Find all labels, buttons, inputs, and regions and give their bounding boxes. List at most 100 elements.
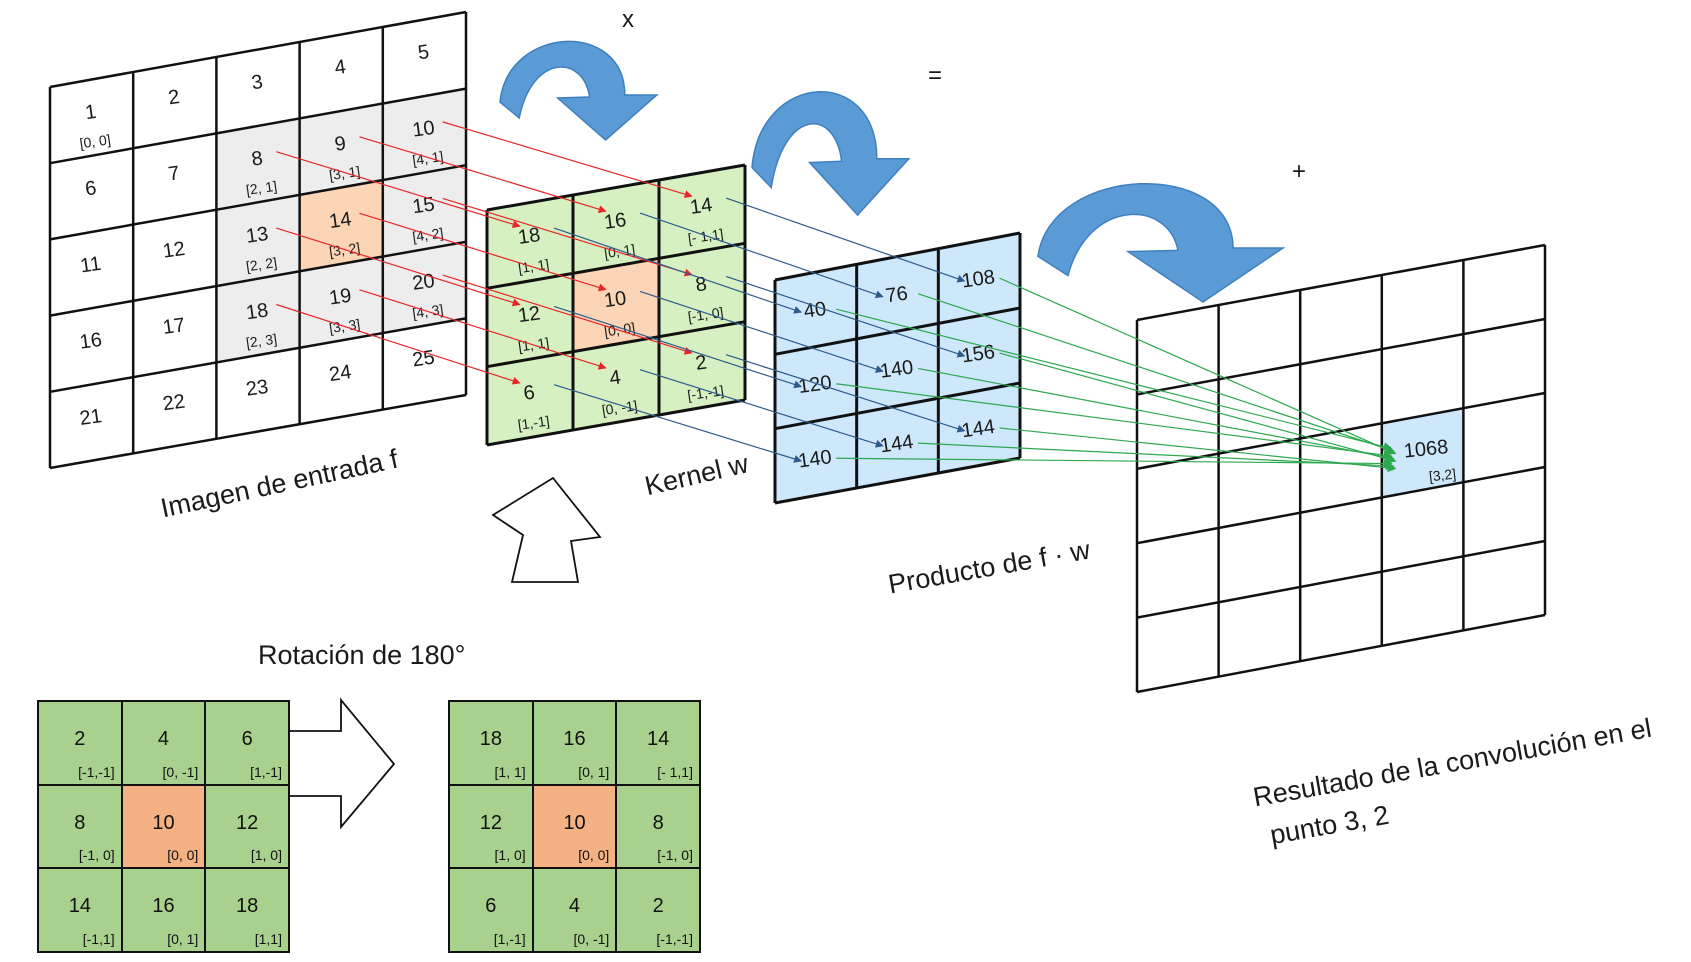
input-coord: [4, 1]: [411, 148, 444, 168]
product-value: 40: [802, 298, 827, 323]
result-cell-bg: [1218, 586, 1301, 677]
input-grid-line: [49, 393, 467, 470]
input-cell-bg: [216, 118, 300, 210]
kernel-value: 4: [608, 366, 622, 389]
product-grid-line: [774, 381, 1021, 431]
input-grid-line: [49, 317, 467, 394]
result-cell-bg: [1463, 319, 1545, 409]
green-connector-arrow: [917, 367, 1395, 462]
product-value: 140: [879, 356, 915, 382]
kernel-grid-line: [486, 320, 746, 369]
kernel-before-coord: [0, 0]: [167, 847, 199, 864]
blue-connector-arrow: [553, 305, 803, 389]
kernel-after-value: 2: [652, 895, 664, 918]
kernel-value: 12: [517, 302, 542, 327]
input-value: 8: [250, 147, 264, 170]
kernel-before-value: 18: [236, 895, 259, 918]
blue-connector-arrow: [639, 290, 884, 373]
kernel-value: 14: [689, 194, 714, 219]
kernel-coord: [0, 0]: [603, 319, 636, 339]
input-cell-bg: [299, 256, 383, 348]
input-value: 19: [328, 285, 353, 310]
red-connector-arrow: [276, 227, 521, 307]
product-value: 144: [960, 416, 996, 442]
kernel-cell-bg: [659, 243, 745, 337]
result-cell-bg: [1137, 602, 1219, 692]
red-connector-arrow: [359, 289, 607, 370]
input-value: 7: [167, 162, 181, 185]
input-cell-bg: [299, 27, 383, 119]
kernel-value: 6: [522, 381, 536, 404]
kernel-before-coord: [-1,1]: [82, 930, 115, 947]
input-cell-bg: [50, 300, 134, 392]
product-value: 120: [797, 372, 833, 398]
product-value: 76: [884, 282, 909, 307]
input-cell-bg: [299, 333, 383, 425]
kernel-after-cell: 14 [- 1,1]: [616, 701, 700, 785]
result-grid-line: [1136, 613, 1546, 694]
kernel-after-cell: 12 [1, 0]: [449, 784, 533, 869]
kernel-before-cell: 2 [-1,-1]: [38, 701, 122, 785]
input-value: 10: [411, 117, 436, 142]
result-grid-line: [1136, 465, 1546, 545]
input-value: 9: [333, 132, 347, 155]
kernel-after-value: 14: [647, 728, 670, 750]
kernel-before-cell: 10 [0, 0]: [121, 784, 206, 869]
input-grid-line: [49, 240, 467, 317]
product-cell-bg: [775, 413, 857, 503]
red-connector-arrow: [359, 136, 607, 214]
kernel-after-rotation: 18 [1, 1] 16 [0, 1] 14 [- 1,1] 12 [1, 0] 10 [0, 0…: [448, 700, 701, 953]
input-value: 6: [84, 177, 98, 200]
equals-symbol: =: [928, 62, 943, 89]
result-grid-line: [1136, 317, 1546, 396]
product-cell-bg: [775, 264, 857, 355]
kernel-before-cell: 12 [1, 0]: [205, 784, 289, 869]
blue-connector-arrow: [725, 275, 966, 358]
input-value: 23: [245, 376, 270, 401]
kernel-before-value: 14: [68, 895, 91, 918]
product-value: 108: [960, 266, 996, 292]
kernel-after-coord: [-1,-1]: [656, 930, 693, 947]
result-cell-bg: [1463, 467, 1545, 557]
multiply-curved-arrow: [499, 40, 659, 141]
operation-arrows: [287, 40, 1286, 830]
kernel-value: 16: [603, 209, 628, 234]
kernel-grid-line: [486, 241, 746, 290]
input-cell-bg: [382, 12, 466, 104]
kernel-grid-line: [486, 163, 746, 212]
green-connector-arrow: [836, 383, 1393, 460]
input-value: 20: [411, 270, 436, 295]
input-value: 18: [245, 299, 270, 324]
kernel-before-coord: [-1, 0]: [78, 847, 115, 864]
red-connector-arrow: [276, 151, 521, 229]
kernel-coord: [1, 1]: [517, 256, 550, 276]
kernel-cell-bg: [659, 165, 745, 259]
kernel-after-coord: [0, -1]: [573, 930, 610, 947]
kernel-before-cell: 6 [1,-1]: [205, 701, 289, 785]
kernel-coord: [1, 1]: [517, 334, 550, 354]
kernel-before-cell: 4 [0, -1]: [121, 701, 206, 785]
result-cell-bg: [1463, 541, 1545, 631]
kernel-value: 2: [694, 351, 708, 374]
kernel-after-cell: 18 [1, 1]: [449, 701, 533, 785]
rotation-caption: Rotación de 180°: [258, 640, 466, 670]
result-grid-line: [1136, 539, 1546, 619]
result-cell-bg: [1300, 497, 1382, 587]
kernel-before-value: 2: [74, 728, 86, 750]
input-cell-bg: [133, 209, 217, 301]
result-cell-bg: [1463, 393, 1545, 483]
result-cell-bg: [1137, 379, 1219, 469]
kernel-after-coord: [1, 1]: [494, 763, 526, 780]
result-cell-bg: [1381, 408, 1464, 498]
kernel-cell-bg: [573, 336, 659, 430]
kernel-after-coord: [1,-1]: [493, 930, 526, 947]
input-value: 21: [78, 405, 103, 430]
blue-connector-arrow: [725, 354, 966, 433]
red-connector-arrow: [442, 197, 693, 277]
kernel-after-value: 18: [479, 728, 502, 750]
result-value: 1068: [1403, 436, 1450, 463]
kernel-cell-bg: [487, 273, 573, 367]
green-connector-arrow: [999, 277, 1397, 455]
